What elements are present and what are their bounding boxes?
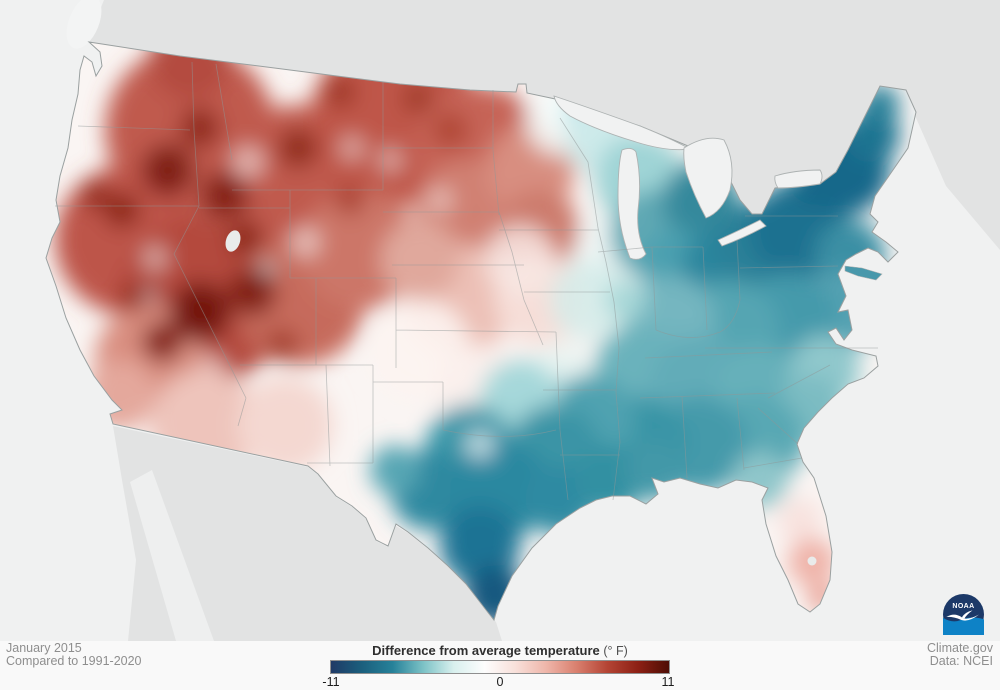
tick-min: -11	[322, 675, 340, 689]
noaa-logo-text: NOAA	[952, 603, 974, 610]
legend-units: (° F)	[603, 644, 628, 658]
credit-source: Climate.gov	[927, 641, 993, 655]
lake-superior	[553, 95, 692, 151]
us-temperature-anomaly-map	[45, 0, 1000, 641]
canada-landmass	[89, 0, 1000, 250]
baseline-label: Compared to 1991-2020	[6, 654, 142, 668]
legend-title-text: Difference from average temperature	[372, 643, 600, 658]
tick-mid: 0	[496, 675, 504, 689]
lake-ontario	[774, 169, 823, 189]
tick-max: 11	[661, 675, 675, 689]
temperature-field	[55, 42, 900, 620]
lake-erie	[717, 219, 767, 247]
colorbar-ticks: -11 0 11	[322, 675, 674, 689]
gulf-of-california	[130, 470, 214, 641]
lake-okeechobee	[807, 556, 817, 566]
state-borders	[55, 61, 878, 501]
great-lakes	[553, 95, 823, 260]
us-outline	[45, 41, 917, 622]
footer: January 2015 Compared to 1991-2020 Diffe…	[0, 641, 1000, 690]
credits: Climate.gov Data: NCEI	[927, 642, 993, 668]
map-caption: January 2015 Compared to 1991-2020	[6, 642, 142, 668]
noaa-logo: NOAA	[943, 594, 984, 635]
legend-title: Difference from average temperature (° F…	[372, 643, 628, 658]
period-label: January 2015	[6, 641, 82, 655]
credit-data: Data: NCEI	[929, 654, 993, 668]
long-island	[844, 265, 883, 281]
colorbar	[330, 660, 670, 674]
great-salt-lake	[225, 230, 241, 252]
lake-huron	[683, 137, 733, 219]
lake-michigan	[617, 147, 647, 260]
vancouver-island	[66, 0, 102, 49]
mexico-landmass	[113, 426, 502, 641]
